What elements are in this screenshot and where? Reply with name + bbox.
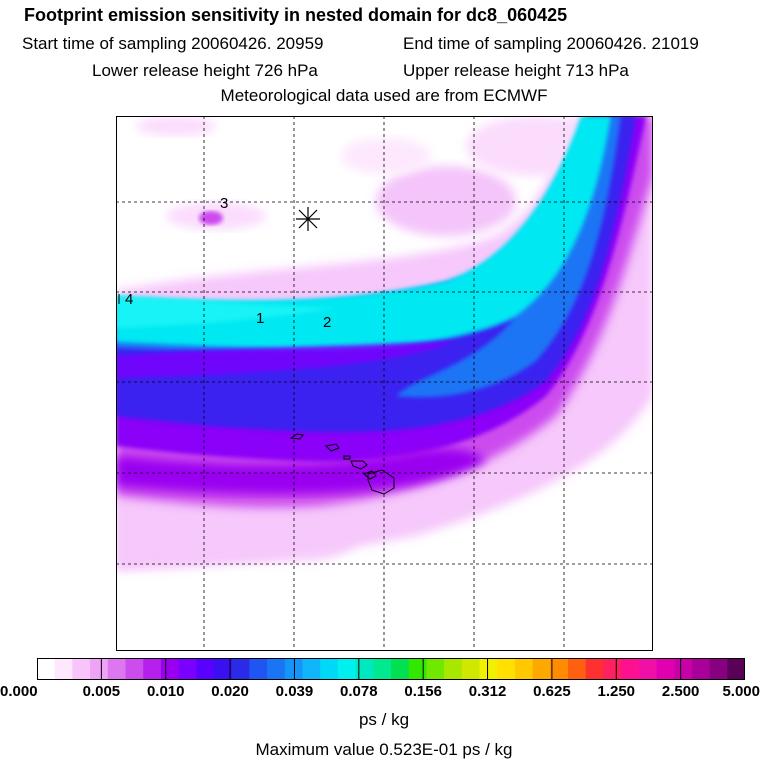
colorbar-cell bbox=[37, 658, 56, 680]
colorbar-cell bbox=[249, 658, 268, 680]
hawaii-coastline bbox=[289, 433, 395, 495]
point-label-4: 4 bbox=[125, 291, 133, 308]
colorbar-cell bbox=[178, 658, 197, 680]
colorbar-tick-label: 1.250 bbox=[597, 683, 636, 700]
colorbar-cell bbox=[461, 658, 480, 680]
colorbar bbox=[37, 658, 745, 680]
colorbar-cell bbox=[603, 658, 622, 680]
colorbar-tick-label: 0.312 bbox=[468, 683, 507, 700]
colorbar-cell bbox=[373, 658, 392, 680]
met-data-label: Meteorological data used are from ECMWF bbox=[220, 86, 548, 105]
plot-title: Footprint emission sensitivity in nested… bbox=[24, 5, 568, 25]
colorbar-cell bbox=[674, 658, 693, 680]
colorbar-cell bbox=[426, 658, 445, 680]
colorbar-cell bbox=[568, 658, 587, 680]
colorbar-tick-label: 0.625 bbox=[533, 683, 571, 700]
colorbar-tick-label: 0.020 bbox=[211, 683, 249, 700]
map-canvas: 3 1 2 4 bbox=[116, 116, 653, 651]
colorbar-cell bbox=[585, 658, 604, 680]
colorbar-cell bbox=[125, 658, 144, 680]
colorbar-cell bbox=[143, 658, 162, 680]
colorbar-cell bbox=[231, 658, 250, 680]
end-time-label: End time of sampling 20060426. 21019 bbox=[403, 34, 699, 53]
colorbar-tick-label: 0.078 bbox=[340, 683, 378, 700]
colorbar-cell bbox=[691, 658, 711, 680]
colorbar-cell bbox=[90, 658, 109, 680]
colorbar-cell bbox=[196, 658, 215, 680]
colorbar-cell bbox=[709, 658, 728, 680]
colorbar-tick-label: 5.000 bbox=[722, 683, 760, 700]
colorbar-cell bbox=[656, 658, 675, 680]
lat-lon-grid bbox=[116, 116, 653, 651]
start-time-label: Start time of sampling 20060426. 20959 bbox=[22, 34, 324, 53]
colorbar-tick-label: 0.000 bbox=[0, 683, 38, 700]
colorbar-unit: ps / kg bbox=[358, 710, 410, 729]
lower-release-label: Lower release height 726 hPa bbox=[92, 61, 318, 80]
map-frame bbox=[116, 116, 653, 651]
colorbar-cell bbox=[514, 658, 534, 680]
colorbar-cell bbox=[54, 658, 73, 680]
max-value-text: Maximum value 0.523E-01 ps / kg bbox=[255, 740, 513, 759]
colorbar-cell bbox=[479, 658, 498, 680]
colorbar-cell bbox=[160, 658, 180, 680]
colorbar-cell bbox=[408, 658, 427, 680]
colorbar-tick-label: 0.005 bbox=[82, 683, 121, 700]
colorbar-cell bbox=[267, 658, 286, 680]
colorbar-cell bbox=[532, 658, 551, 680]
colorbar-cell bbox=[638, 658, 657, 680]
colorbar-cell bbox=[107, 658, 126, 680]
colorbar-cell bbox=[391, 658, 410, 680]
colorbar-cell bbox=[320, 658, 339, 680]
colorbar-cell bbox=[444, 658, 463, 680]
colorbar-cell bbox=[621, 658, 640, 680]
colorbar-cell bbox=[284, 658, 303, 680]
colorbar-cell bbox=[727, 658, 745, 680]
colorbar-cell bbox=[214, 658, 233, 680]
colorbar-tick-label: 0.010 bbox=[146, 683, 185, 700]
point-label-1: 1 bbox=[256, 310, 264, 327]
colorbar-cell bbox=[497, 658, 516, 680]
colorbar-cell bbox=[355, 658, 374, 680]
point-label-3: 3 bbox=[220, 195, 228, 212]
asterisk-icon bbox=[296, 207, 320, 231]
colorbar-tick-label: 0.156 bbox=[404, 683, 442, 700]
colorbar-tick-label: 0.039 bbox=[275, 683, 314, 700]
colorbar-cell bbox=[72, 658, 91, 680]
footprint-map: 3 1 2 4 bbox=[116, 116, 653, 651]
colorbar-cell bbox=[302, 658, 321, 680]
colorbar-tick-label: 2.500 bbox=[661, 683, 700, 700]
colorbar-cell bbox=[337, 658, 357, 680]
colorbar-cell bbox=[550, 658, 569, 680]
upper-release-label: Upper release height 713 hPa bbox=[403, 61, 629, 80]
point-label-2: 2 bbox=[323, 314, 331, 331]
